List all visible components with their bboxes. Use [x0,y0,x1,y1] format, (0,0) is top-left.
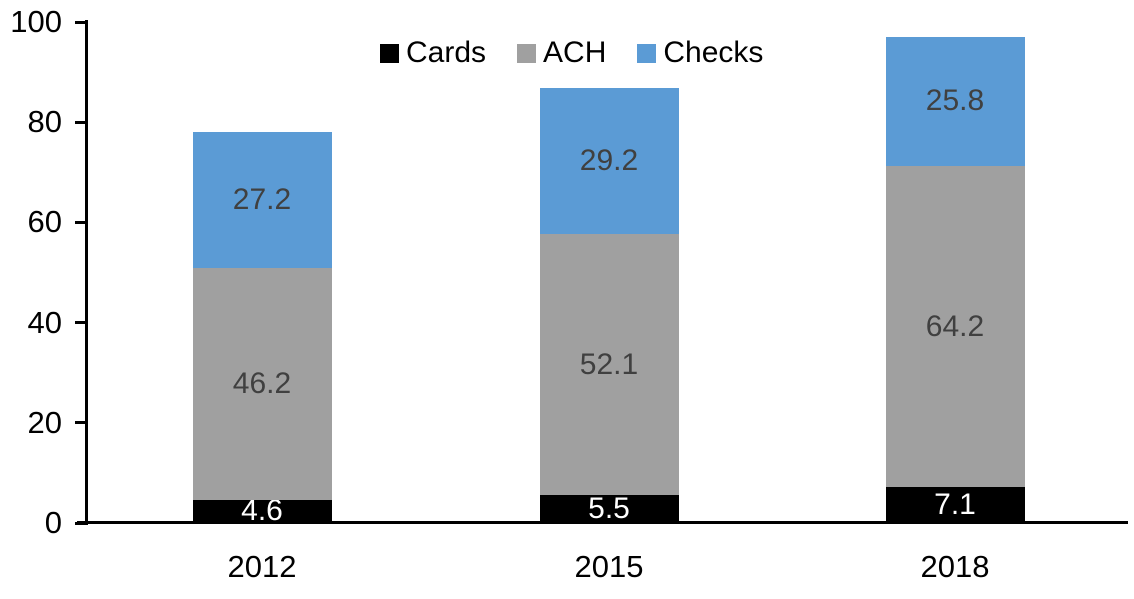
y-axis-tick-label: 0 [44,505,62,540]
legend-swatch-checks-icon [637,43,657,63]
bar-segment-checks: 29.2 [539,88,679,235]
bar-segment-ach: 64.2 [885,165,1025,488]
y-axis-tick [75,120,85,124]
x-axis-category-label: 2012 [227,549,297,584]
legend-swatch-ach-icon [517,43,537,63]
bar-segment-cards: 4.6 [192,496,332,526]
legend-item-cards: Cards [380,36,486,70]
bar-value-label: 27.2 [232,183,292,217]
bar-segment-ach: 52.1 [539,234,679,496]
y-axis-tick-label: 60 [27,204,62,240]
legend-item-ach: ACH [517,36,606,70]
bar-value-label: 25.8 [925,84,985,118]
bar-segment-cards: 5.5 [539,492,679,526]
chart-legend: Cards ACH Checks [380,36,763,70]
y-axis-tick-label: 40 [27,304,62,340]
legend-label: Checks [663,36,764,69]
bar-value-label: 7.1 [934,488,976,522]
y-axis-line [85,20,88,525]
bar-value-label: 64.2 [925,309,985,343]
bar-segment-checks: 27.2 [192,132,332,269]
bar-segment-checks: 25.8 [885,36,1025,166]
y-axis-tick-label: 20 [27,404,62,440]
y-axis-tick-label: 80 [27,104,62,140]
bar-segment-cards: 7.1 [885,487,1025,523]
y-axis-tick [75,421,85,425]
legend-swatch-cards-icon [380,43,399,63]
x-axis-category-label: 2015 [574,549,644,584]
bar-segment-ach: 46.2 [192,268,332,500]
x-axis-category-label: 2018 [920,549,990,584]
bar-value-label: 46.2 [232,367,292,401]
y-axis-tick [75,20,85,24]
y-axis-tick [75,521,85,525]
y-axis-tick [75,321,85,325]
bar-value-label: 4.6 [241,494,283,528]
bar-value-label: 52.1 [579,347,639,381]
legend-label: Cards [406,36,487,69]
y-axis-tick [75,220,85,224]
bar-value-label: 29.2 [579,144,639,178]
bar-value-label: 5.5 [588,492,630,526]
legend-item-checks: Checks [637,36,763,70]
y-axis-tick-label: 100 [10,4,62,39]
legend-label: ACH [543,36,607,69]
